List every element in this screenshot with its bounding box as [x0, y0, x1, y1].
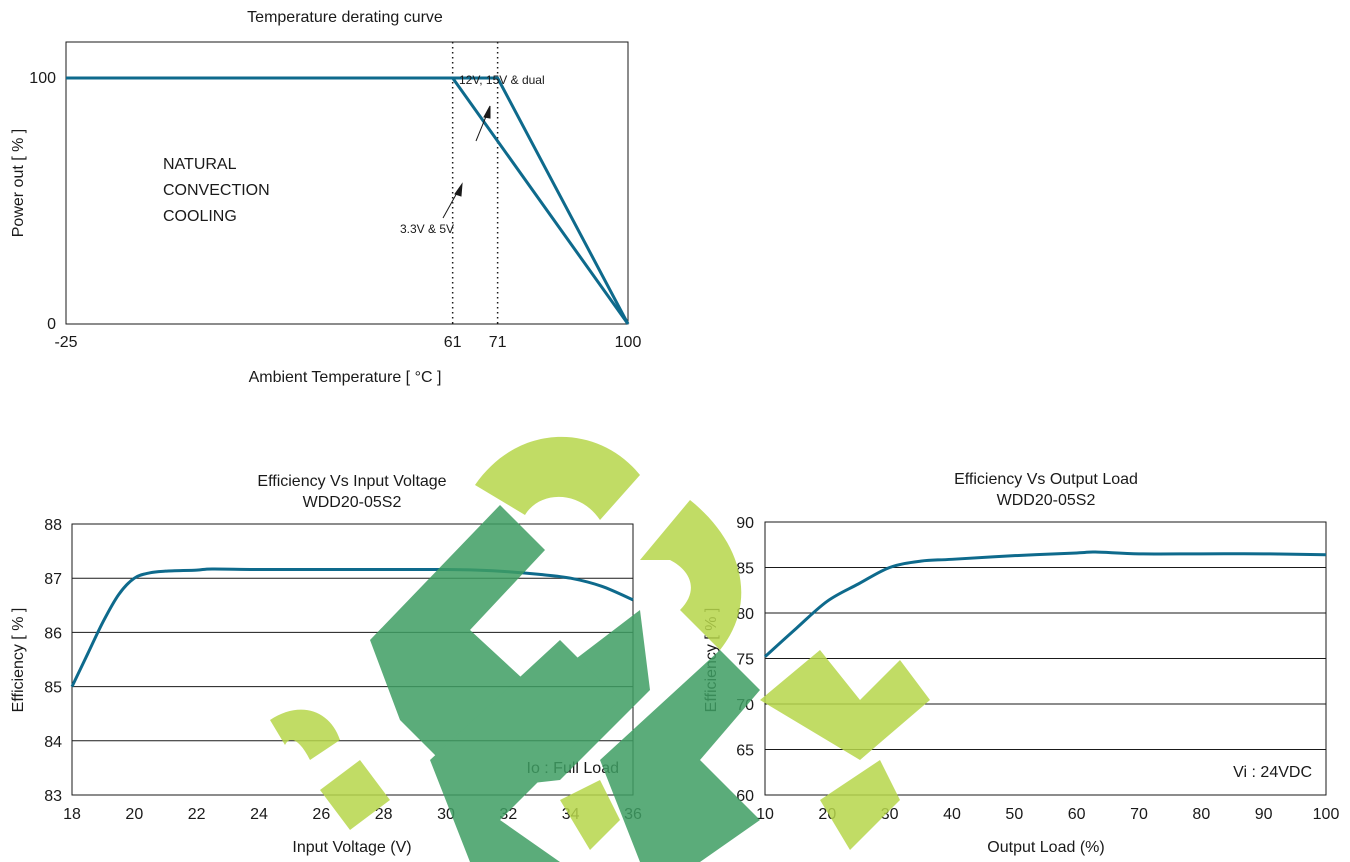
eff-load-x-tick-label: 50 — [1005, 806, 1023, 823]
derating-y-tick-label: 100 — [29, 70, 56, 87]
derating-plot-frame — [65, 41, 629, 325]
derating-series-a-label: 12V, 15V & dual — [459, 73, 545, 87]
eff-load-x-axis-label: Output Load (%) — [987, 839, 1104, 856]
eff-input-plot-frame — [71, 523, 634, 796]
arrow-a-head — [483, 105, 491, 119]
arrow-a-line — [475, 113, 488, 142]
eff-input-gridlines — [72, 577, 633, 742]
eff-input-x-tick-label: 32 — [499, 806, 517, 823]
derating-title: Temperature derating curve — [247, 9, 443, 26]
eff-load-y-tick-label: 65 — [736, 743, 754, 760]
eff-input-y-tick-label: 84 — [44, 734, 62, 751]
eff-input-series-group — [70, 567, 634, 688]
derating-region-label-3: COOLING — [163, 208, 237, 225]
eff-load-y-tick-label: 90 — [736, 515, 754, 532]
eff-load-note: Vi : 24VDC — [1233, 764, 1312, 781]
arrow-b-head — [454, 182, 463, 197]
eff-input-series-line — [70, 567, 634, 688]
eff-input-y-tick-label: 83 — [44, 788, 62, 805]
eff-input-title: Efficiency Vs Input Voltage — [257, 473, 446, 490]
eff-load-x-tick-label: 70 — [1130, 806, 1148, 823]
eff-input-y-axis-label: Efficiency [ % ] — [10, 608, 27, 713]
eff-load-x-tick-label: 10 — [756, 806, 774, 823]
derating-y-axis-label: Power out [ % ] — [10, 129, 27, 238]
eff-load-x-tick-label: 60 — [1068, 806, 1086, 823]
eff-input-x-tick-label: 24 — [250, 806, 268, 823]
eff-input-y-tick-label: 88 — [44, 517, 62, 534]
eff-input-x-ticks: 18 20 22 24 26 28 30 32 34 36 — [63, 806, 642, 823]
eff-load-y-tick-label: 75 — [736, 652, 754, 669]
eff-input-x-tick-label: 34 — [562, 806, 580, 823]
eff-input-y-ticks: 83 84 85 86 87 88 — [44, 517, 62, 805]
eff-load-chart: Efficiency Vs Output Load WDD20-05S2 10 2… — [703, 471, 1339, 856]
eff-input-x-tick-label: 20 — [125, 806, 143, 823]
eff-load-x-tick-label: 40 — [943, 806, 961, 823]
eff-input-x-tick-label: 18 — [63, 806, 81, 823]
eff-load-x-tick-label: 100 — [1313, 806, 1340, 823]
eff-input-x-tick-label: 26 — [312, 806, 330, 823]
derating-x-ticks: -25 61 71 100 — [54, 334, 641, 351]
eff-input-y-tick-label: 86 — [44, 625, 62, 642]
derating-series-group — [66, 76, 630, 325]
derating-y-tick-label: 0 — [47, 316, 56, 333]
eff-input-x-tick-label: 36 — [624, 806, 642, 823]
derating-region-label-2: CONVECTION — [163, 182, 270, 199]
derating-x-tick-label: 100 — [615, 334, 642, 351]
eff-load-x-tick-label: 90 — [1255, 806, 1273, 823]
eff-load-title: Efficiency Vs Output Load — [954, 471, 1138, 488]
derating-x-tick-label: 71 — [489, 334, 507, 351]
eff-load-x-tick-label: 20 — [818, 806, 836, 823]
eff-load-series-group — [763, 550, 1327, 658]
eff-load-series-line — [763, 550, 1327, 658]
derating-region-label-1: NATURAL — [163, 156, 237, 173]
eff-load-x-ticks: 10 20 30 40 50 60 70 80 90 100 — [756, 806, 1339, 823]
eff-input-x-tick-label: 22 — [188, 806, 206, 823]
derating-x-tick-label: 61 — [444, 334, 462, 351]
eff-load-gridlines — [765, 567, 1326, 750]
derating-x-axis-label: Ambient Temperature [ °C ] — [249, 369, 442, 386]
eff-input-x-tick-label: 30 — [437, 806, 455, 823]
eff-input-chart: Efficiency Vs Input Voltage WDD20-05S2 1… — [10, 473, 642, 856]
derating-chart: Temperature derating curve -25 61 71 100 0 1… — [10, 9, 641, 386]
eff-load-y-tick-label: 80 — [736, 606, 754, 623]
derating-y-ticks: 0 100 — [29, 70, 56, 333]
eff-input-x-axis-label: Input Voltage (V) — [292, 839, 411, 856]
eff-load-x-tick-label: 80 — [1192, 806, 1210, 823]
eff-input-x-tick-label: 28 — [375, 806, 393, 823]
eff-load-y-axis-label: Efficiency [ % ] — [703, 608, 720, 713]
eff-load-y-tick-label: 85 — [736, 561, 754, 578]
eff-load-subtitle: WDD20-05S2 — [997, 492, 1096, 509]
derating-series-b-label: 3.3V & 5V — [400, 222, 454, 236]
eff-load-y-ticks: 60 65 70 75 80 85 90 — [736, 515, 754, 805]
derating-series-line-1 — [66, 76, 630, 325]
eff-input-y-tick-label: 85 — [44, 680, 62, 697]
eff-load-y-tick-label: 70 — [736, 697, 754, 714]
eff-load-y-tick-label: 60 — [736, 788, 754, 805]
eff-input-y-tick-label: 87 — [44, 571, 62, 588]
arrow-b-line — [442, 190, 459, 219]
derating-x-tick-label: -25 — [54, 334, 77, 351]
eff-input-subtitle: WDD20-05S2 — [303, 494, 402, 511]
derating-vlines — [451, 42, 499, 324]
derating-annotation-arrows — [442, 105, 491, 219]
eff-input-note: Io : Full Load — [527, 760, 620, 777]
derating-series-line-2 — [66, 76, 630, 325]
eff-load-x-tick-label: 30 — [881, 806, 899, 823]
